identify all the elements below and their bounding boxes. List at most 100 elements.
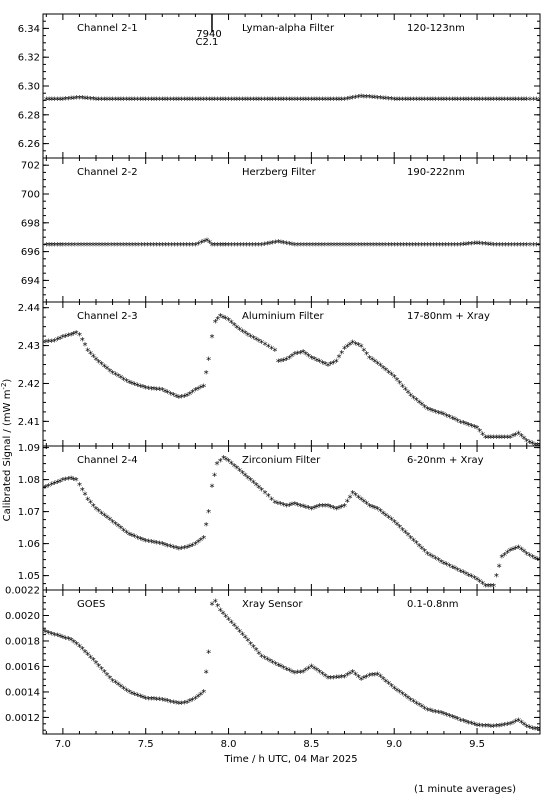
data-point: * bbox=[193, 386, 198, 397]
data-point: * bbox=[328, 95, 333, 106]
data-point: * bbox=[497, 433, 502, 444]
data-point: * bbox=[58, 95, 63, 106]
data-point: * bbox=[127, 531, 132, 542]
data-point: * bbox=[212, 471, 217, 482]
data-point: * bbox=[389, 682, 394, 693]
data-point: * bbox=[269, 344, 274, 355]
data-point: * bbox=[433, 708, 438, 719]
data-point: * bbox=[193, 95, 198, 106]
data-point: * bbox=[414, 699, 419, 710]
data-point: * bbox=[281, 664, 286, 675]
data-point: * bbox=[397, 688, 402, 699]
data-point: * bbox=[43, 483, 48, 494]
data-point: * bbox=[251, 334, 256, 345]
data-point: * bbox=[531, 241, 536, 252]
data-point: * bbox=[259, 339, 264, 350]
data-point: * bbox=[375, 670, 380, 681]
data-point: * bbox=[243, 633, 248, 644]
data-point: * bbox=[307, 241, 312, 252]
data-point: * bbox=[447, 562, 452, 573]
data-point: * bbox=[174, 95, 179, 106]
y-axis-label-close: ) bbox=[2, 379, 13, 383]
data-point: * bbox=[290, 240, 295, 251]
data-point: * bbox=[49, 481, 54, 492]
data-point: * bbox=[295, 241, 300, 252]
y-tick-label: 0.0016 bbox=[5, 662, 40, 673]
data-point: * bbox=[99, 360, 104, 371]
data-point: * bbox=[250, 241, 255, 252]
data-point: * bbox=[88, 349, 93, 360]
data-point: * bbox=[298, 349, 303, 360]
data-point: * bbox=[91, 241, 96, 252]
data-point: * bbox=[82, 648, 87, 659]
data-point: * bbox=[160, 540, 165, 551]
data-point: * bbox=[491, 582, 496, 593]
data-point: * bbox=[422, 95, 427, 106]
data-point: * bbox=[325, 361, 330, 372]
data-point: * bbox=[312, 664, 317, 675]
panel-2-frame bbox=[42, 157, 541, 303]
data-point: * bbox=[320, 95, 325, 106]
data-point: * bbox=[389, 241, 394, 252]
data-point: * bbox=[41, 484, 46, 495]
data-point: * bbox=[154, 539, 159, 550]
data-point: * bbox=[187, 697, 192, 708]
y-axis-label-superscript: -2 bbox=[0, 383, 8, 390]
data-point: * bbox=[94, 505, 99, 516]
data-point: * bbox=[132, 533, 137, 544]
data-point: * bbox=[94, 356, 99, 367]
y-tick-label: 1.08 bbox=[18, 475, 40, 486]
data-point: * bbox=[267, 95, 272, 106]
data-point: * bbox=[235, 241, 240, 252]
data-point: * bbox=[441, 559, 446, 570]
panel-band-label: 0.1-0.8nm bbox=[407, 599, 459, 610]
data-point: * bbox=[206, 508, 211, 519]
data-point: * bbox=[259, 486, 264, 497]
y-tick-label: 696 bbox=[21, 247, 40, 258]
data-point: * bbox=[477, 722, 482, 733]
data-point: * bbox=[96, 95, 101, 106]
data-point: * bbox=[317, 502, 322, 513]
data-point: * bbox=[365, 241, 370, 252]
y-tick-label: 1.06 bbox=[18, 539, 40, 550]
data-point: * bbox=[91, 656, 96, 667]
data-point: * bbox=[461, 569, 466, 580]
data-point: * bbox=[499, 553, 504, 564]
data-point: * bbox=[181, 241, 186, 252]
data-point: * bbox=[348, 493, 353, 504]
data-point: * bbox=[266, 492, 271, 503]
data-point: * bbox=[334, 505, 339, 516]
data-point: * bbox=[350, 668, 355, 679]
data-point: * bbox=[226, 316, 231, 327]
data-point: * bbox=[509, 241, 514, 252]
panel-band-label: 190-222nm bbox=[407, 167, 465, 178]
data-point: * bbox=[458, 418, 463, 429]
data-point: * bbox=[243, 329, 248, 340]
data-point: * bbox=[157, 241, 162, 252]
data-point: * bbox=[82, 491, 87, 502]
data-point: * bbox=[193, 695, 198, 706]
data-point: * bbox=[439, 709, 444, 720]
data-point: * bbox=[397, 379, 402, 390]
data-point: * bbox=[265, 240, 270, 251]
data-point: * bbox=[535, 555, 540, 566]
data-point: * bbox=[314, 503, 319, 514]
data-point: * bbox=[516, 95, 521, 106]
data-point: * bbox=[175, 241, 180, 252]
data-point: * bbox=[229, 241, 234, 252]
data-point: * bbox=[168, 95, 173, 106]
data-point: * bbox=[60, 241, 65, 252]
data-point: * bbox=[359, 93, 364, 104]
data-point: * bbox=[160, 696, 165, 707]
data-point: * bbox=[66, 635, 71, 646]
data-point: * bbox=[266, 342, 271, 353]
data-point: * bbox=[278, 500, 283, 511]
data-point: * bbox=[287, 240, 292, 251]
data-point: * bbox=[458, 567, 463, 578]
data-point: * bbox=[143, 695, 148, 706]
data-point: * bbox=[508, 720, 513, 731]
data-point: * bbox=[139, 241, 144, 252]
y-tick-label: 700 bbox=[21, 190, 40, 201]
data-point: * bbox=[199, 239, 204, 250]
data-point: * bbox=[262, 341, 267, 352]
